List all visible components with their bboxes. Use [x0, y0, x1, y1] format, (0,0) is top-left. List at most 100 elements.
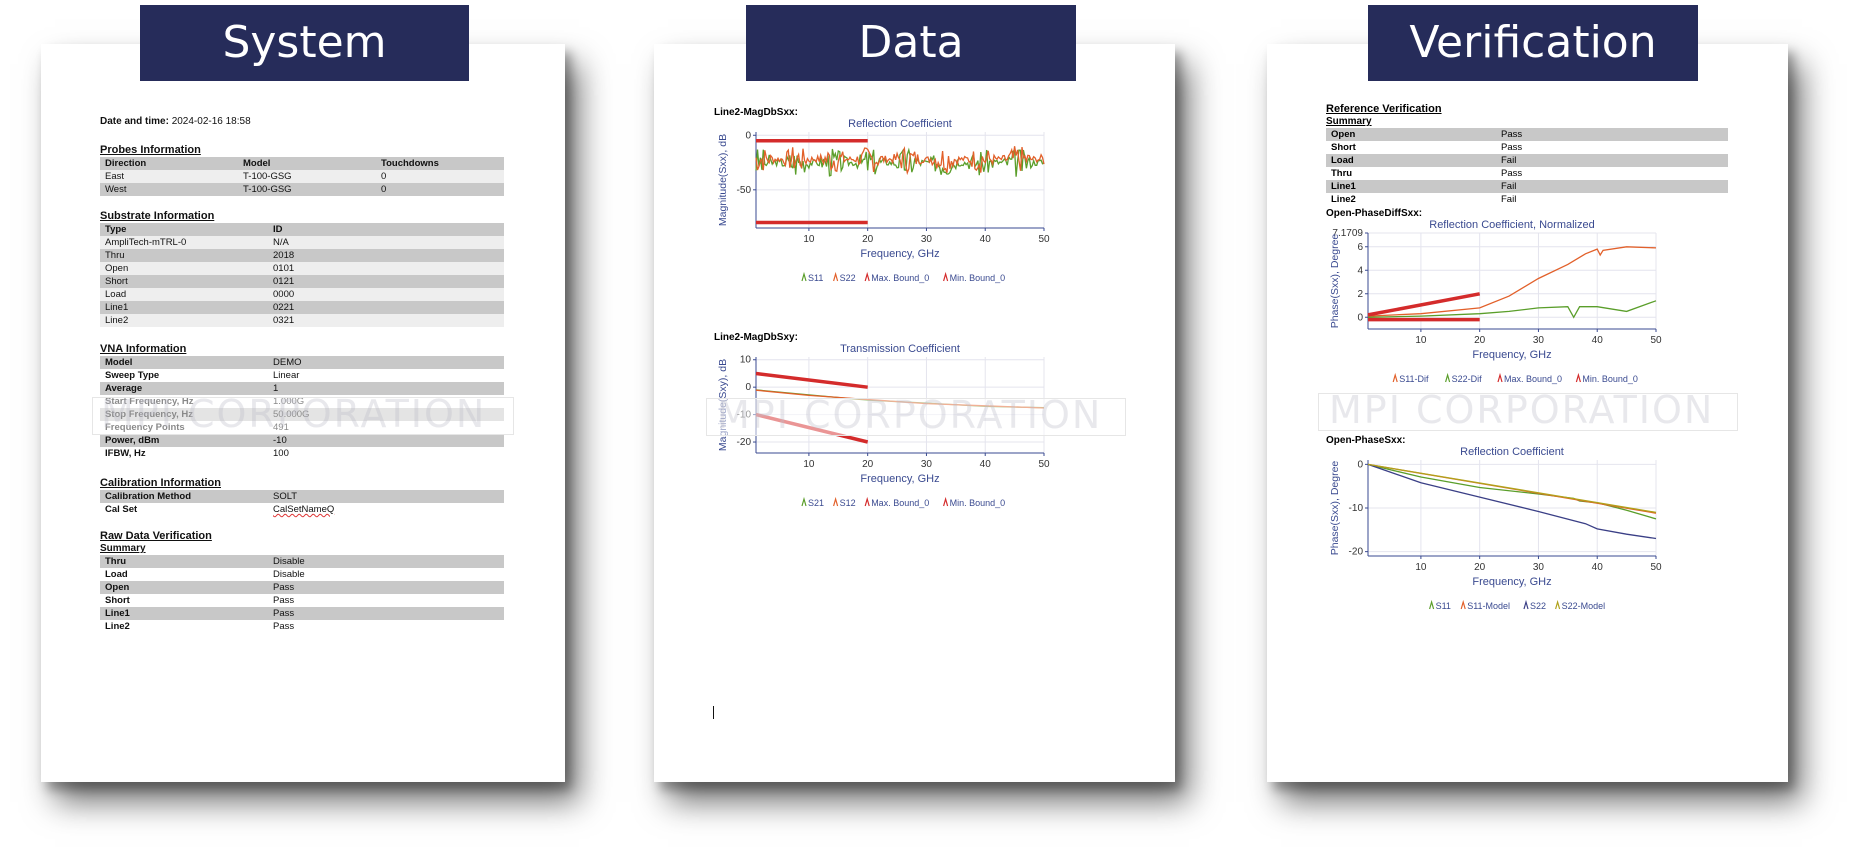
legend-swatch — [864, 271, 870, 282]
chart-title: Reflection Coefficient, Normalized — [1429, 219, 1594, 231]
table-cell: Pass — [1496, 128, 1728, 141]
table-row: Short Pass — [100, 594, 504, 607]
table-cell: Model — [100, 356, 268, 369]
y-tick-label: 0 — [745, 130, 751, 141]
x-tick-label: 20 — [862, 459, 874, 470]
table-row: Direction Model Touchdowns — [100, 157, 504, 170]
table-cell: Fail — [1496, 180, 1728, 193]
series-line — [1367, 246, 1657, 317]
table-cell: 0101 — [268, 262, 504, 275]
table-cell: Thru — [100, 249, 268, 262]
table-row: Open 0101 — [100, 262, 504, 275]
table-cell: Pass — [268, 607, 504, 620]
table-row: Load 0000 — [100, 288, 504, 301]
y-tick-label: -50 — [737, 185, 752, 196]
table-cell: Load — [100, 288, 268, 301]
table-cell: 100 — [273, 448, 289, 459]
table-cell: Calibration Method — [100, 490, 268, 503]
system-setting-banner: System Setting — [140, 5, 469, 144]
table-row: Type ID — [100, 223, 504, 236]
series-line — [755, 146, 1045, 176]
y-tick-label: 10 — [740, 355, 752, 366]
legend-swatch — [943, 271, 949, 282]
table-cell: Cal Set — [105, 504, 138, 515]
legend-entry: S22-Dif — [1452, 374, 1483, 384]
legend-entry: Min. Bound_0 — [950, 498, 1006, 508]
x-tick-label: 10 — [803, 459, 815, 470]
table-cell: DEMO — [268, 356, 504, 369]
table-cell: Load — [1326, 154, 1496, 167]
legend-entry: Max. Bound_0 — [871, 273, 929, 283]
date-time-label: Date and time: — [100, 116, 169, 127]
legend-swatch — [833, 496, 839, 507]
system-setting-document: Date and time: 2024-02-16 18:58 Probes I… — [100, 110, 510, 650]
table-cell: Sweep Type — [105, 370, 160, 381]
x-tick-label: 50 — [1038, 459, 1050, 470]
calibration-table: Calibration Method SOLT Cal Set CalSetNameQ — [100, 490, 504, 516]
x-tick-label: 10 — [1415, 562, 1427, 573]
table-cell: Short — [1331, 142, 1356, 153]
table-row: East T-100-GSG 0 — [100, 170, 504, 183]
table-cell: Thru — [1331, 168, 1353, 179]
table-cell: Pass — [273, 621, 295, 632]
verification-summary-title: Summary — [1326, 116, 1372, 127]
table-cell: Open — [100, 262, 268, 275]
legend-swatch — [1555, 599, 1561, 610]
probes-table: Direction Model Touchdowns East T-100-GS… — [100, 157, 504, 196]
x-axis-label: Frequency, GHz — [1472, 576, 1551, 588]
table-cell: 2018 — [268, 249, 504, 262]
table-cell: Line2 — [1331, 194, 1356, 205]
legend-entry: S11-Dif — [1399, 374, 1429, 384]
date-time: Date and time: 2024-02-16 18:58 — [100, 116, 251, 127]
table-cell: Pass — [1501, 142, 1523, 153]
raw-data-title: Raw Data Verification — [100, 530, 212, 542]
legend-entry: S11-Model — [1467, 601, 1510, 611]
legend-swatch — [1429, 599, 1435, 610]
chart-title: Reflection Coefficient — [848, 118, 952, 130]
legend-entry: S11 — [1436, 601, 1451, 611]
table-header: Direction — [100, 157, 238, 170]
table-row: Thru Disable — [100, 555, 504, 568]
table-row: Calibration Method SOLT — [100, 490, 504, 503]
table-row: Line1 Pass — [100, 607, 504, 620]
reflection-coefficient-chart: Reflection Coefficient 10 20 30 40 50 0 -50 Freq… — [717, 118, 1050, 283]
chart-title: Transmission Coefficient — [840, 343, 960, 355]
table-cell: IFBW, Hz — [105, 448, 146, 459]
x-tick-label: 30 — [921, 459, 933, 470]
x-tick-label: 40 — [980, 459, 992, 470]
legend-swatch — [801, 496, 807, 507]
series-line — [1367, 292, 1481, 317]
chart-caption: Open-PhaseDiffSxx: — [1326, 208, 1423, 219]
legend-swatch — [864, 496, 870, 507]
table-row: Average 1 — [100, 382, 504, 395]
table-cell: Pass — [273, 595, 295, 606]
table-row: West T-100-GSG 0 — [100, 183, 504, 196]
table-cell: Linear — [273, 370, 300, 381]
table-cell: SOLT — [268, 490, 504, 503]
transmission-coefficient-chart: Transmission Coefficient1020304050100-10… — [717, 343, 1050, 508]
y-tick-label: -10 — [1349, 503, 1364, 514]
table-cell: Average — [100, 382, 268, 395]
y-tick-label: 0 — [745, 382, 751, 393]
legend-entry: S22 — [1530, 601, 1546, 611]
substrate-table: Type ID AmpliTech-mTRL-0 N/A Thru 2018 Open 010… — [100, 223, 504, 327]
legend-swatch — [1445, 372, 1451, 383]
y-axis-label: Phase(Sxx), Degree — [1329, 234, 1341, 329]
legend-swatch — [801, 271, 807, 282]
y-tick-label: 2 — [1357, 289, 1363, 300]
series-line — [1367, 463, 1657, 540]
watermark-text: MPI CORPORATION — [717, 393, 1103, 437]
table-cell: Short — [100, 275, 268, 288]
table-cell: Line2 — [105, 621, 130, 632]
table-header: ID — [268, 223, 504, 236]
table-cell: Power, dBm — [100, 434, 268, 447]
legend-entry: Max. Bound_0 — [1504, 374, 1562, 384]
table-cell: N/A — [268, 236, 504, 249]
chart-title: Reflection Coefficient — [1460, 446, 1564, 458]
verification-table: Open Pass Short Pass Load Fail Thru Pass Line1 Fa… — [1326, 128, 1728, 206]
table-cell: 0 — [376, 183, 504, 196]
table-cell: Line2 — [100, 314, 268, 327]
table-cell: 0121 — [268, 275, 504, 288]
table-header: Type — [100, 223, 268, 236]
table-row: Line2 0321 — [100, 314, 504, 327]
